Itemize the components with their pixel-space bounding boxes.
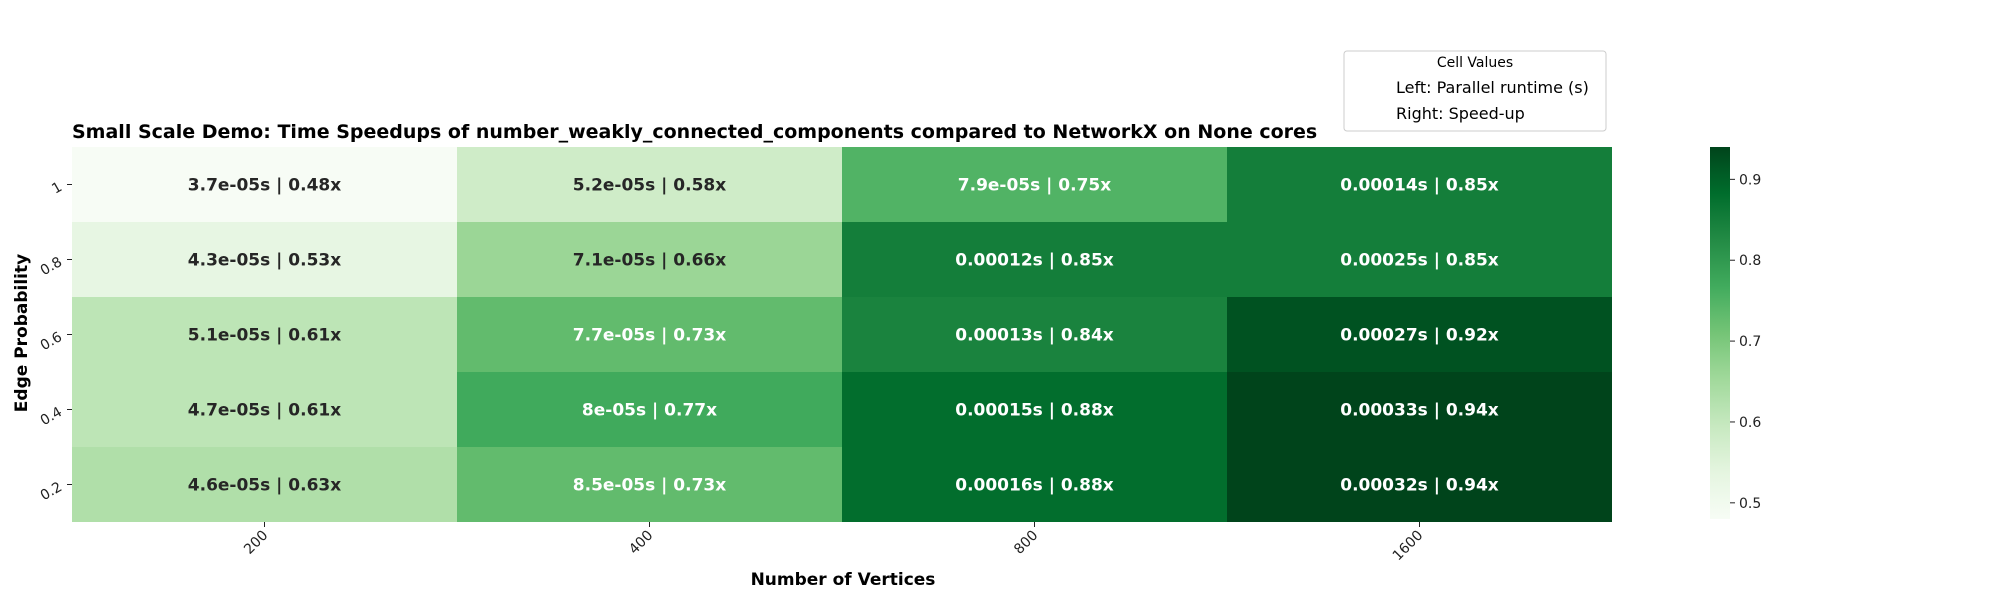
cell-value-label: 7.9e-05s | 0.75x <box>958 176 1111 196</box>
heatmap-cell <box>1227 297 1612 372</box>
x-tick-label: 800 <box>1011 528 1041 558</box>
heatmap-cell <box>72 147 457 222</box>
legend-item-speedup: Right: Speed-up <box>1396 104 1525 123</box>
heatmap-cell <box>842 297 1227 372</box>
heatmap-cell <box>72 447 457 522</box>
colorbar-tick-label: 0.8 <box>1739 253 1761 269</box>
heatmap-cell <box>457 447 842 522</box>
heatmap-cell <box>1227 372 1612 447</box>
x-tick-label: 400 <box>626 528 656 558</box>
y-tick-label: 0.8 <box>38 254 65 279</box>
x-tick-label: 1600 <box>1390 528 1427 565</box>
cell-value-label: 0.00013s | 0.84x <box>955 326 1114 346</box>
cell-value-label: 8e-05s | 0.77x <box>582 401 717 421</box>
x-axis-label: Number of Vertices <box>751 570 936 590</box>
chart-title: Small Scale Demo: Time Speedups of numbe… <box>72 121 1317 143</box>
cell-value-label: 0.00033s | 0.94x <box>1340 401 1499 421</box>
cell-value-label: 0.00012s | 0.85x <box>955 251 1114 271</box>
legend-frame <box>1343 50 1607 132</box>
y-tick-label: 1 <box>49 179 65 197</box>
cell-value-label: 5.2e-05s | 0.58x <box>573 176 726 196</box>
colorbar-tick-label: 0.5 <box>1739 496 1761 512</box>
colorbar-tick-label: 0.6 <box>1739 415 1761 431</box>
legend-item-runtime: Left: Parallel runtime (s) <box>1396 78 1589 97</box>
y-tick-label: 0.2 <box>38 479 65 504</box>
heatmap-cell <box>72 372 457 447</box>
legend-title: Cell Values <box>1437 55 1513 71</box>
colorbar-ticks: 0.5 0.6 0.7 0.8 0.9 <box>1730 172 1761 512</box>
cell-value-label: 0.00015s | 0.88x <box>955 401 1114 421</box>
heatmap-cell <box>72 297 457 372</box>
heatmap-cell <box>457 372 842 447</box>
heatmap-cells <box>72 147 1612 522</box>
cell-value-label: 4.6e-05s | 0.63x <box>188 476 341 496</box>
x-tick-label: 200 <box>241 528 271 558</box>
cell-value-label: 5.1e-05s | 0.61x <box>188 326 341 346</box>
cell-value-label: 4.7e-05s | 0.61x <box>188 401 341 421</box>
heatmap-cell <box>1227 147 1612 222</box>
heatmap-cell <box>842 372 1227 447</box>
heatmap-cell <box>1227 447 1612 522</box>
cell-value-label: 0.00032s | 0.94x <box>1340 476 1499 496</box>
cell-value-label: 7.1e-05s | 0.66x <box>573 251 726 271</box>
colorbar: 0.5 0.6 0.7 0.8 0.9 <box>1710 147 1761 519</box>
cell-value-label: 0.00027s | 0.92x <box>1340 326 1499 346</box>
heatmap-cell <box>842 447 1227 522</box>
y-axis-label: Edge Probability <box>12 254 32 412</box>
heatmap-cell <box>842 147 1227 222</box>
y-axis-ticks: 1 0.8 0.6 0.4 0.2 <box>38 179 72 504</box>
heatmap-cell-labels: 3.7e-05s | 0.48x 5.2e-05s | 0.58x 7.9e-05s… <box>188 176 1499 496</box>
cell-value-label: 8.5e-05s | 0.73x <box>573 476 726 496</box>
cell-value-label: 3.7e-05s | 0.48x <box>188 176 341 196</box>
colorbar-tick-label: 0.7 <box>1739 334 1761 350</box>
colorbar-tick-label: 0.9 <box>1739 172 1761 188</box>
cell-value-label: 0.00014s | 0.85x <box>1340 176 1499 196</box>
heatmap-cell <box>457 297 842 372</box>
heatmap-cell <box>457 147 842 222</box>
heatmap-cell <box>1227 222 1612 297</box>
heatmap-cell <box>72 222 457 297</box>
cell-value-label: 7.7e-05s | 0.73x <box>573 326 726 346</box>
cell-value-label: 0.00016s | 0.88x <box>955 476 1114 496</box>
heatmap-cell <box>842 222 1227 297</box>
cell-value-label: 4.3e-05s | 0.53x <box>188 251 341 271</box>
colorbar-gradient <box>1710 147 1730 519</box>
heatmap-cell <box>457 222 842 297</box>
cell-value-label: 0.00025s | 0.85x <box>1340 251 1499 271</box>
x-axis-ticks: 200 400 800 1600 <box>241 522 1426 564</box>
legend: Cell Values Left: Parallel runtime (s) R… <box>1343 50 1607 132</box>
y-tick-label: 0.6 <box>38 329 65 354</box>
y-tick-label: 0.4 <box>38 404 65 429</box>
